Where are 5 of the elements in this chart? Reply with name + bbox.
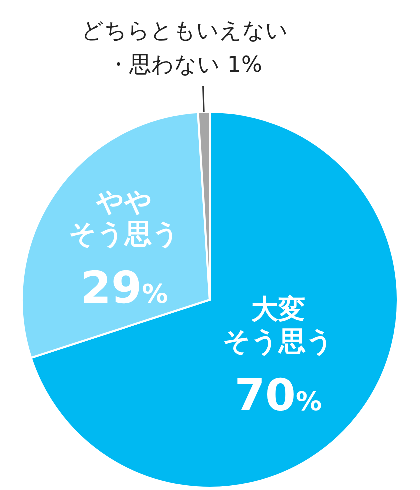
data-label: 29% [80,262,168,314]
slice-label: どちらともいえない・思わない 1% [82,19,288,78]
slice-label: ややそう思う [68,186,180,250]
slice-label: 大変そう思う [222,294,334,358]
data-label: 70% [234,370,322,422]
